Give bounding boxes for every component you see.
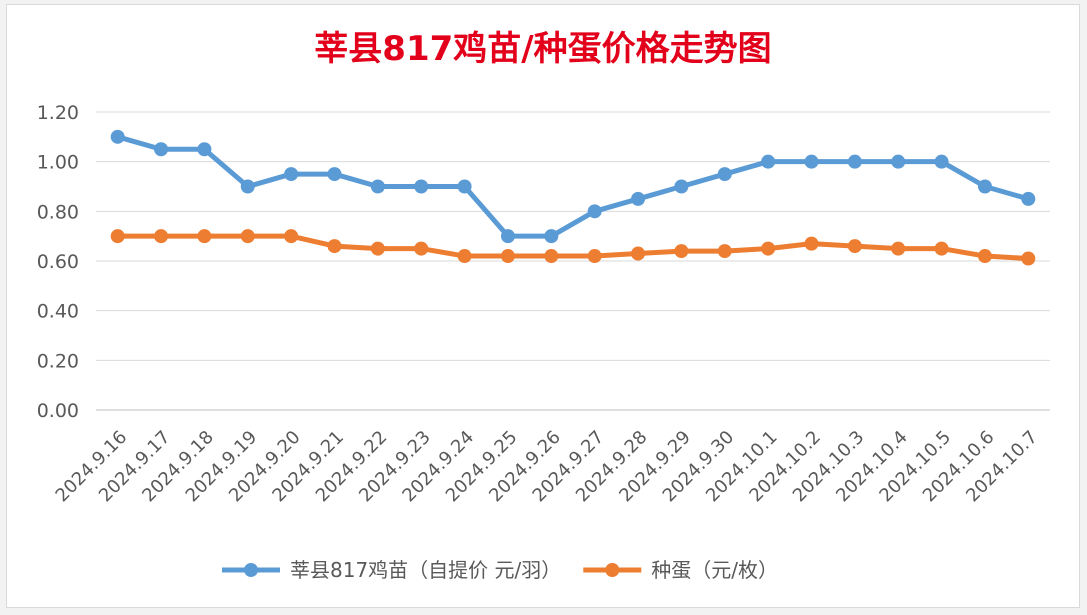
series-lines xyxy=(110,129,1036,266)
data-point xyxy=(327,239,342,254)
data-point xyxy=(1021,251,1036,266)
data-point xyxy=(544,229,559,244)
x-axis-ticks: 2024.9.162024.9.172024.9.182024.9.192024… xyxy=(52,427,1042,507)
series xyxy=(110,129,1036,244)
data-point xyxy=(934,154,949,169)
data-point xyxy=(717,167,732,182)
data-point xyxy=(847,239,862,254)
data-point xyxy=(891,154,906,169)
y-tick-label: 0.00 xyxy=(37,400,79,422)
data-point xyxy=(414,179,429,194)
data-point xyxy=(414,241,429,256)
y-tick-label: 0.80 xyxy=(37,201,79,223)
data-point xyxy=(891,241,906,256)
data-point xyxy=(631,246,646,261)
data-point xyxy=(761,241,776,256)
data-point xyxy=(370,179,385,194)
data-point xyxy=(674,244,689,259)
legend-marker xyxy=(244,563,258,577)
data-point xyxy=(284,229,299,244)
data-point xyxy=(977,249,992,264)
data-point xyxy=(110,229,125,244)
data-point xyxy=(500,229,515,244)
data-point xyxy=(154,142,169,157)
data-point xyxy=(977,179,992,194)
data-point xyxy=(544,249,559,264)
series xyxy=(110,229,1036,266)
data-point xyxy=(804,236,819,251)
chart-area xyxy=(6,4,1080,608)
y-tick-label: 0.20 xyxy=(37,350,79,372)
y-tick-label: 1.00 xyxy=(37,152,79,174)
y-tick-label: 1.20 xyxy=(37,102,79,124)
data-point xyxy=(934,241,949,256)
data-point xyxy=(587,249,602,264)
y-axis-ticks: 0.00 0.20 0.40 0.60 0.80 1.00 1.20 xyxy=(37,102,79,422)
data-point xyxy=(370,241,385,256)
gridlines xyxy=(96,111,1050,411)
series-line xyxy=(116,134,1030,239)
data-point xyxy=(457,179,472,194)
legend-label: 莘县817鸡苗（自提价 元/羽） xyxy=(290,558,561,582)
legend-marker xyxy=(605,563,620,577)
series-line xyxy=(117,233,1029,262)
data-point xyxy=(717,244,732,259)
data-point xyxy=(327,167,342,182)
y-tick-label: 0.40 xyxy=(37,301,79,323)
data-point xyxy=(847,154,862,169)
data-point xyxy=(240,179,255,194)
data-point xyxy=(804,154,819,169)
chart-title: 莘县817鸡苗/种蛋价格走势图 xyxy=(314,29,771,69)
data-point xyxy=(631,191,646,206)
legend: 莘县817鸡苗（自提价 元/羽） 种蛋（元/枚） xyxy=(222,558,778,582)
data-point xyxy=(240,229,255,244)
data-point xyxy=(197,142,212,157)
data-point xyxy=(457,249,472,264)
data-point xyxy=(284,167,299,182)
data-point xyxy=(197,229,212,244)
data-point xyxy=(674,179,689,194)
data-point xyxy=(500,249,515,264)
data-point xyxy=(1021,191,1036,206)
data-point xyxy=(587,204,602,219)
data-point xyxy=(110,129,125,144)
data-point xyxy=(761,154,776,169)
data-point xyxy=(154,229,169,244)
legend-label: 种蛋（元/枚） xyxy=(651,558,778,582)
y-tick-label: 0.60 xyxy=(37,251,79,273)
